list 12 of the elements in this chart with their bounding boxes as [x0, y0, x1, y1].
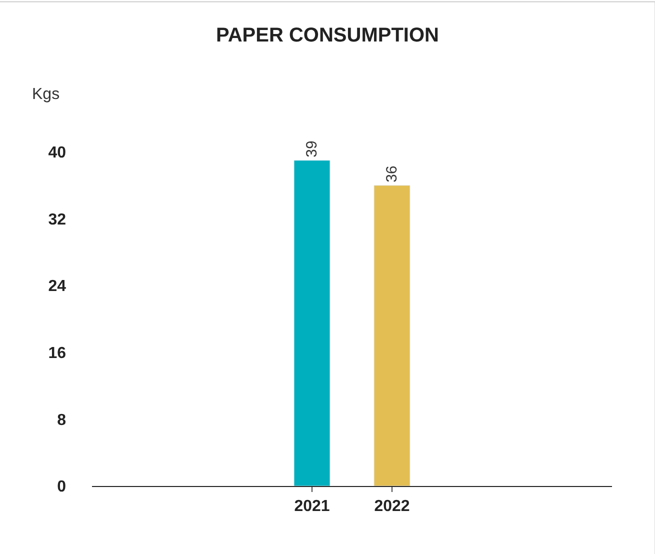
y-tick-label: 8 [57, 412, 66, 429]
data-label: 36 [384, 166, 400, 182]
data-label: 39 [304, 140, 320, 158]
y-tick-label: 24 [48, 278, 66, 296]
chart-title: PAPER CONSUMPTION [216, 24, 439, 47]
y-tick-label: 16 [48, 345, 66, 362]
x-tick-label: 2022 [374, 498, 410, 516]
y-tick-label: 32 [48, 211, 66, 228]
y-axis-title: Kgs [32, 86, 60, 103]
y-tick-label: 40 [48, 144, 66, 162]
y-tick-label: 0 [57, 478, 66, 496]
x-tick-label: 2021 [294, 498, 330, 516]
